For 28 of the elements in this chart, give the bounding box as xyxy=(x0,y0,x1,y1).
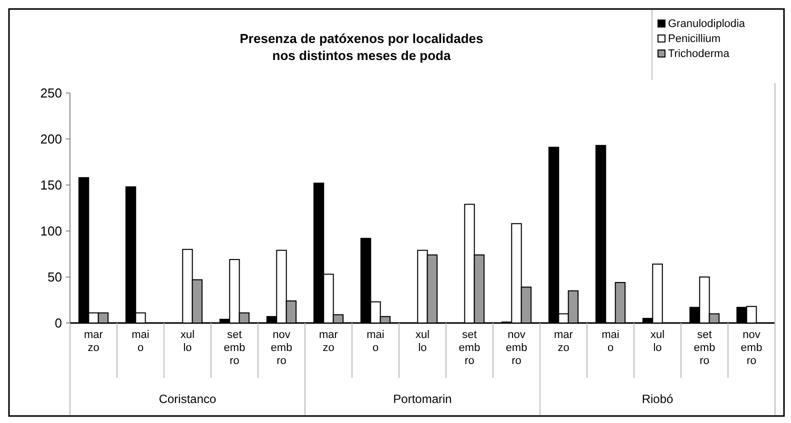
y-tick-label: 250 xyxy=(40,86,62,101)
y-tick-label: 0 xyxy=(54,316,62,331)
x-tick-label: maio xyxy=(602,329,620,354)
legend-label: Trichoderma xyxy=(668,48,730,60)
x-tick-label: novembro xyxy=(270,329,292,367)
x-tick-label: xullo xyxy=(650,329,665,354)
x-tick-label: setembro xyxy=(224,329,246,367)
x-tick-label: novembro xyxy=(740,329,762,367)
x-tick-label: maio xyxy=(132,329,150,354)
x-tick-label: marzo xyxy=(319,329,338,354)
legend-label: Penicillium xyxy=(668,33,721,45)
x-tick-label: marzo xyxy=(554,329,574,354)
text: Portomarin xyxy=(393,392,452,406)
y-tick-label: 50 xyxy=(48,270,62,285)
text: Coristanco xyxy=(158,392,217,406)
text: Riobó xyxy=(642,392,674,406)
y-tick-label: 100 xyxy=(40,224,62,239)
x-tick-label: setembro xyxy=(694,329,716,367)
x-tick-label: novembro xyxy=(506,329,528,367)
legend-label: Granulodiplodia xyxy=(668,18,746,30)
x-tick-label: xullo xyxy=(180,329,195,354)
chart-title: Presenza de patóxenos por localidades nos distintos meses de poda xyxy=(240,31,484,63)
x-tick-label: maio xyxy=(366,329,384,354)
x-tick-label: xullo xyxy=(415,329,430,354)
x-tick-label: setembro xyxy=(458,329,480,367)
y-tick-label: 200 xyxy=(40,132,62,147)
x-tick-label: marzo xyxy=(84,329,104,354)
y-tick-label: 150 xyxy=(40,178,62,193)
